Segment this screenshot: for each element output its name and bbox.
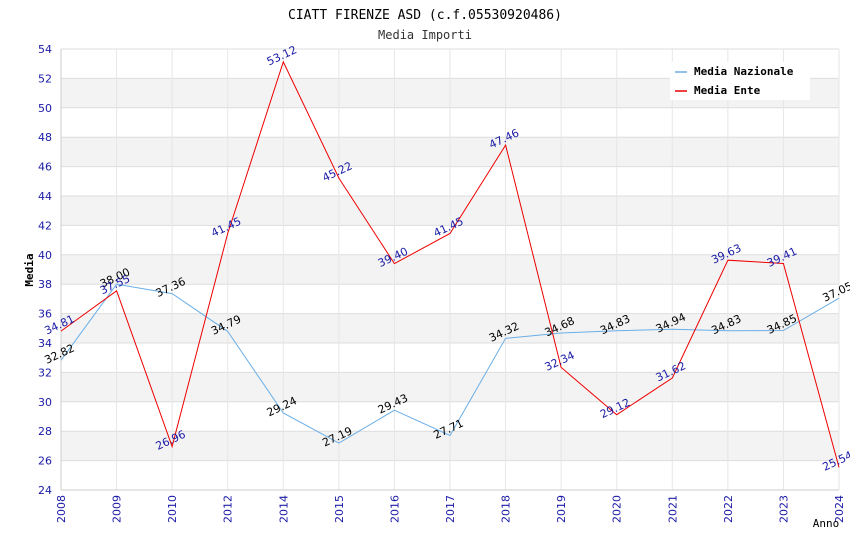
y-tick-label: 30 <box>38 396 52 409</box>
plot-background <box>60 48 840 491</box>
y-tick-label: 54 <box>38 43 52 56</box>
chart-title: CIATT FIRENZE ASD (c.f.05530920486) <box>288 8 562 23</box>
y-tick-label: 26 <box>38 455 52 468</box>
y-tick-label: 40 <box>38 249 52 262</box>
y-tick-label: 28 <box>38 425 52 438</box>
legend-box <box>670 62 810 100</box>
x-tick-label: 2012 <box>222 495 235 523</box>
series-line-media-ente <box>60 60 840 468</box>
x-axis: 2008 2009 2010 2012 2014 2015 2016 2017 2018 2019… <box>55 495 846 523</box>
legend-label-media-nazionale: Media Nazionale <box>694 65 794 78</box>
series-lines <box>60 60 840 468</box>
x-axis-label: Anno <box>813 517 840 530</box>
series-line-media-nazionale <box>60 283 840 444</box>
y-tick-label: 32 <box>38 366 52 379</box>
x-tick-label: 2018 <box>500 495 513 523</box>
x-tick-label: 2021 <box>666 495 679 523</box>
x-tick-label: 2022 <box>722 495 735 523</box>
y-tick-label: 36 <box>38 308 52 321</box>
x-tick-label: 2014 <box>277 495 290 523</box>
x-tick-label: 2017 <box>444 495 457 523</box>
chart-subtitle: Media Importi <box>378 28 472 42</box>
x-tick-label: 2019 <box>555 495 568 523</box>
y-tick-label: 50 <box>38 102 52 115</box>
y-axis: 24 26 28 30 32 34 36 38 40 42 44 46 48 50 52 54 <box>38 43 52 497</box>
y-tick-label: 42 <box>38 219 52 232</box>
x-tick-label: 2010 <box>166 495 179 523</box>
y-axis-label: Media <box>23 253 36 286</box>
y-tick-label: 52 <box>38 72 52 85</box>
x-tick-label: 2020 <box>611 495 624 523</box>
x-tick-label: 2023 <box>777 495 790 523</box>
x-tick-label: 2016 <box>388 495 401 523</box>
x-tick-label: 2009 <box>111 495 124 523</box>
y-tick-label: 38 <box>38 278 52 291</box>
legend: Media Nazionale Media Ente <box>670 62 810 100</box>
y-tick-label: 24 <box>38 484 52 497</box>
x-tick-label: 2008 <box>55 495 68 523</box>
x-tick-label: 2024 <box>833 495 846 523</box>
y-tick-label: 44 <box>38 190 52 203</box>
y-tick-label: 46 <box>38 161 52 174</box>
legend-label-media-ente: Media Ente <box>694 84 761 97</box>
x-tick-label: 2015 <box>333 495 346 523</box>
y-tick-label: 34 <box>38 337 52 350</box>
y-tick-label: 48 <box>38 131 52 144</box>
